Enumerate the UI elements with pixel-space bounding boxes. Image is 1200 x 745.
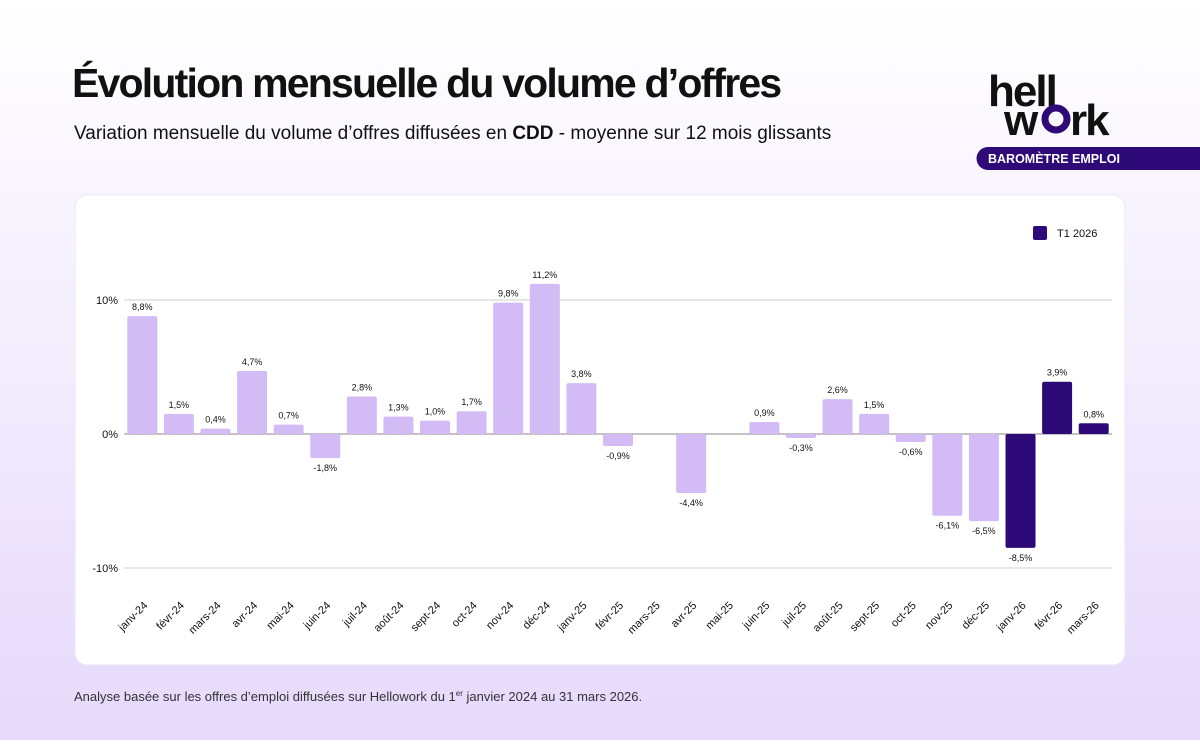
legend-swatch — [1033, 226, 1047, 240]
logo-text: w — [1003, 96, 1039, 145]
value-label: -1,8% — [314, 463, 338, 473]
footnote-part: Analyse basée sur les offres d’emploi di… — [74, 689, 456, 704]
y-tick-label: -10% — [92, 563, 118, 575]
value-label: 2,6% — [827, 385, 848, 395]
bar — [895, 434, 926, 443]
bar — [1078, 423, 1109, 434]
value-label: 0,7% — [278, 411, 299, 421]
tag-text: BAROMÈTRE EMPLOI — [988, 151, 1120, 166]
footnote: Analyse basée sur les offres d’emploi di… — [74, 689, 642, 704]
value-label: 1,3% — [388, 403, 409, 413]
bar — [273, 424, 304, 434]
value-label: 2,8% — [352, 382, 373, 392]
value-label: -6,1% — [936, 521, 960, 531]
value-label: 0,9% — [754, 408, 775, 418]
subtitle-part: Variation mensuelle du volume d’offres d… — [74, 123, 512, 144]
value-label: 8,8% — [132, 302, 153, 312]
bar — [932, 434, 963, 516]
value-label: 4,7% — [242, 357, 263, 367]
y-tick-label: 10% — [96, 295, 118, 307]
value-label: 9,8% — [498, 289, 519, 299]
bar — [420, 420, 451, 434]
chart-title: Évolution mensuelle du volume d’offres — [72, 60, 781, 106]
logo-text: hell — [988, 67, 1056, 116]
bar — [749, 421, 780, 434]
value-label: 1,5% — [864, 400, 885, 410]
value-label: 1,7% — [461, 397, 482, 407]
footnote-part: er — [456, 689, 463, 698]
bar — [529, 283, 560, 434]
value-label: 0,8% — [1083, 409, 1104, 419]
bar — [127, 316, 158, 434]
y-tick-label: 0% — [102, 429, 118, 441]
bar — [968, 434, 999, 522]
value-label: -0,6% — [899, 447, 923, 457]
bar — [822, 399, 853, 434]
subtitle-part: CDD — [512, 123, 553, 144]
value-label: 3,9% — [1047, 368, 1068, 378]
bar — [310, 434, 341, 459]
logo-ring — [1041, 104, 1071, 134]
legend-label: T1 2026 — [1057, 228, 1097, 240]
bar — [237, 371, 268, 434]
bar — [200, 428, 231, 434]
bar — [346, 396, 377, 434]
bar — [566, 383, 597, 434]
value-label: 11,2% — [532, 270, 557, 280]
bar — [603, 434, 633, 447]
value-label: -6,5% — [972, 526, 996, 536]
value-label: 1,0% — [425, 407, 446, 417]
bar — [859, 413, 890, 434]
value-label: 3,8% — [571, 369, 592, 379]
bar — [493, 302, 524, 434]
footnote-part: janvier 2024 au 31 mars 2026. — [463, 689, 642, 704]
value-label: -4,4% — [679, 498, 703, 508]
logo: hell w rk BAROMÈTRE EMPLOI — [976, 67, 1200, 170]
bar — [163, 413, 194, 434]
bar — [383, 416, 414, 434]
value-label: -0,3% — [789, 443, 813, 453]
bar — [785, 434, 816, 439]
logo-text: rk — [1070, 96, 1110, 145]
value-label: -0,9% — [606, 451, 630, 461]
value-label: -8,5% — [1009, 553, 1033, 563]
chart-card — [74, 194, 1126, 666]
subtitle: Variation mensuelle du volume d’offres d… — [74, 123, 831, 144]
subtitle-part: - moyenne sur 12 mois glissants — [554, 123, 832, 144]
bar — [676, 434, 707, 493]
value-label: 0,4% — [205, 415, 226, 425]
bar — [1005, 434, 1036, 548]
tag-banner — [976, 147, 1200, 170]
value-label: 1,5% — [169, 400, 190, 410]
bar — [456, 411, 487, 434]
bar — [1042, 381, 1073, 434]
